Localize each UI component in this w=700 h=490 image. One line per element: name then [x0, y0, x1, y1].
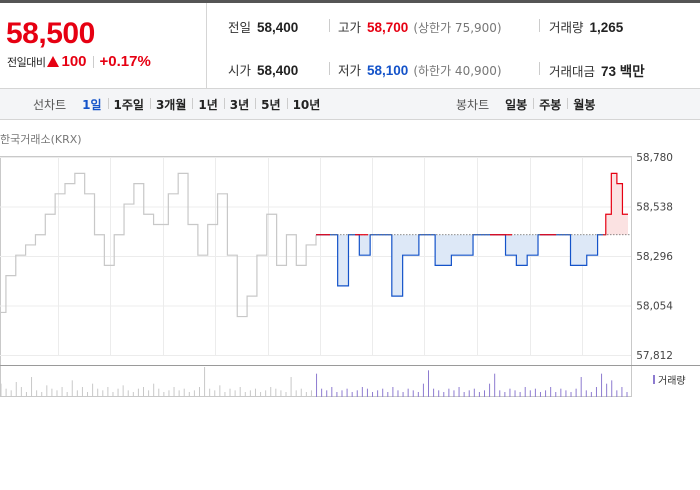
tab-5y[interactable]: 5년	[255, 96, 286, 113]
volume-legend: 거래량	[653, 372, 686, 387]
stat-low: 저가 58,100 (하한가 40,900)	[338, 60, 502, 79]
stat-value: 58,700	[367, 20, 409, 35]
divider	[539, 62, 540, 75]
quote-summary: 58,500 전일대비 100 +0.17% 전일 58,400 고가 58,7…	[0, 3, 700, 89]
stat-value: 58,400	[257, 20, 299, 35]
y-tick-label: 58,538	[636, 202, 673, 214]
stat-label: 저가	[338, 63, 362, 78]
chart-period-tabs: 선차트 1일 1주일 3개월 1년 3년 5년 10년 봉차트 일봉 주봉 월봉	[0, 89, 700, 120]
change-rate: +0.17%	[99, 53, 151, 70]
divider	[539, 19, 540, 32]
tab-3m[interactable]: 3개월	[149, 96, 192, 113]
change-row: 전일대비 100 +0.17%	[7, 53, 151, 70]
tab-3y[interactable]: 3년	[223, 96, 255, 113]
candle-chart-tabs: 봉차트 일봉 주봉 월봉	[456, 89, 601, 120]
stat-label: 시가	[228, 63, 252, 78]
divider	[329, 19, 330, 32]
y-tick-label: 58,296	[636, 251, 673, 263]
tab-10y[interactable]: 10년	[286, 96, 327, 113]
divider	[92, 55, 94, 68]
volume-legend-swatch	[653, 375, 655, 384]
tab-1d[interactable]: 1일	[82, 98, 102, 112]
y-tick-label: 57,812	[636, 350, 673, 362]
tab-monthly[interactable]: 월봉	[567, 96, 601, 113]
stat-volume: 거래량 1,265	[549, 17, 623, 36]
stat-high: 고가 58,700 (상한가 75,900)	[338, 17, 502, 36]
stat-prev-close: 전일 58,400	[228, 17, 298, 36]
stat-sub: (하한가 40,900)	[413, 64, 502, 78]
series-area-today	[316, 234, 603, 297]
tab-1w[interactable]: 1주일	[107, 96, 150, 113]
top-border	[0, 0, 700, 3]
stat-label: 고가	[338, 20, 362, 35]
change-amount: 100	[61, 53, 87, 70]
series-line-previous	[1, 172, 317, 318]
stat-label: 전일	[228, 20, 252, 35]
change-label: 전일대비	[7, 55, 46, 69]
volume-legend-label: 거래량	[658, 376, 686, 387]
stat-value: 73 백만	[601, 64, 645, 79]
current-price: 58,500	[6, 17, 95, 50]
data-source-label: 한국거래소(KRX)	[0, 133, 82, 146]
y-tick-label: 58,780	[636, 152, 673, 164]
candle-chart-title: 봉차트	[456, 98, 490, 112]
tab-daily[interactable]: 일봉	[505, 98, 528, 112]
stat-open: 시가 58,400	[228, 60, 298, 79]
price-box: 58,500 전일대비 100 +0.17%	[0, 3, 207, 89]
series-line-today-above	[603, 172, 628, 236]
stat-label: 거래대금	[549, 64, 596, 79]
stat-sub: (상한가 75,900)	[413, 21, 502, 35]
stat-value: 1,265	[589, 20, 624, 35]
stat-value: 58,400	[257, 63, 299, 78]
intraday-price-chart: 58,780 58,538 58,296 58,054 57,812	[0, 152, 700, 397]
plot-frame	[0, 156, 632, 397]
line-chart-tabs: 선차트 1일 1주일 3개월 1년 3년 5년 10년	[33, 89, 326, 120]
tab-1y[interactable]: 1년	[192, 96, 223, 113]
tab-weekly[interactable]: 주봉	[533, 96, 567, 113]
y-tick-label: 58,054	[636, 301, 673, 313]
series-area-today-above	[603, 173, 628, 235]
stat-label: 거래량	[549, 20, 584, 35]
divider	[329, 62, 330, 75]
stat-value: 58,100	[367, 63, 409, 78]
line-chart-title: 선차트	[33, 98, 67, 112]
stat-trade-value: 거래대금 73 백만	[549, 60, 645, 80]
up-arrow-icon	[47, 56, 60, 67]
